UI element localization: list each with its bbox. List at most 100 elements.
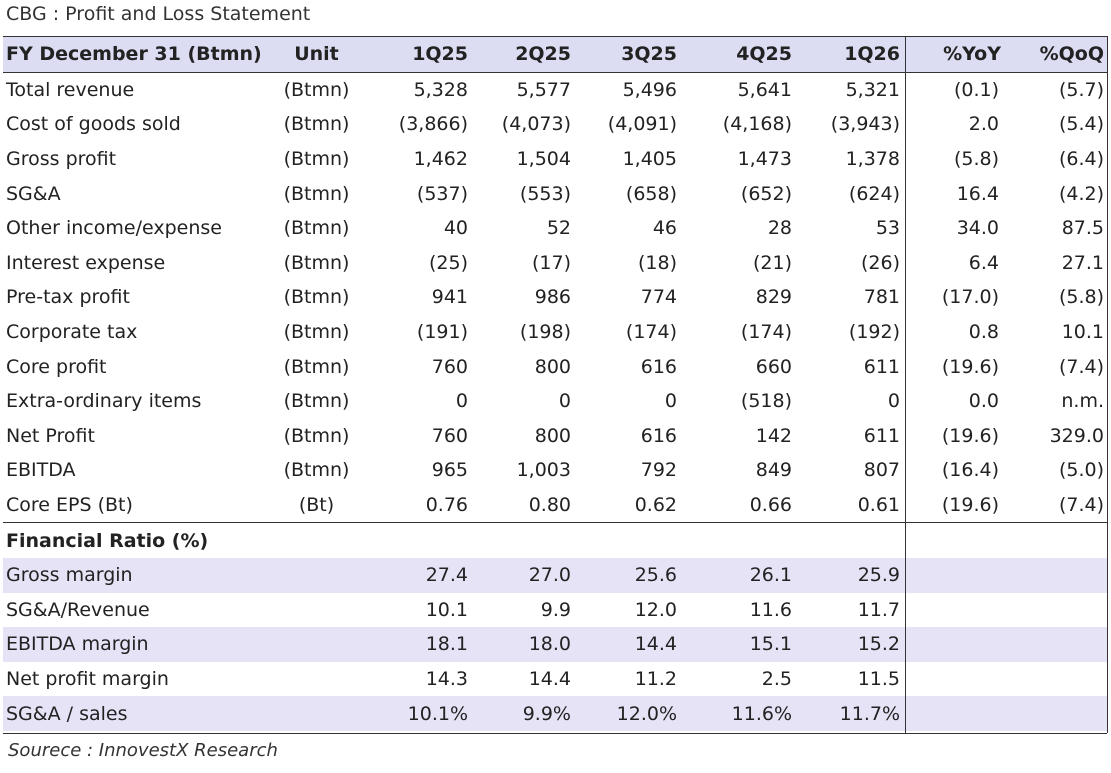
value-cell: 800 xyxy=(534,355,571,378)
row-label: Corporate tax xyxy=(6,321,138,344)
value-cell: 5,496 xyxy=(622,78,677,101)
value-cell: 16.4 xyxy=(956,182,999,205)
header-cell: %YoY xyxy=(943,43,1001,66)
value-cell: 774 xyxy=(640,286,677,309)
value-cell: (174) xyxy=(625,321,677,344)
table-row: EBITDA (Btmn) 965 1,003 792 849 807 (16.4) (5.0) xyxy=(3,453,1107,488)
value-cell: (0.1) xyxy=(953,78,999,101)
ratio-value: 11.7 xyxy=(857,598,900,621)
value-cell: (7.4) xyxy=(1058,355,1104,378)
value-cell: 0 xyxy=(558,390,571,413)
value-cell: 2.0 xyxy=(968,113,999,136)
header-cell: 4Q25 xyxy=(736,43,792,66)
header-cell: 3Q25 xyxy=(621,43,677,66)
ratio-value: 12.0 xyxy=(634,598,677,621)
pl-table: FY December 31 (Btmn) Unit 1Q25 2Q25 3Q2… xyxy=(3,36,1107,731)
value-cell: 28 xyxy=(767,217,792,240)
value-cell: 0 xyxy=(455,390,468,413)
value-cell: 1,462 xyxy=(413,148,468,171)
table-row: Net Profit (Btmn) 760 800 616 142 611 (19.6) 329… xyxy=(3,419,1107,454)
value-cell: (191) xyxy=(416,321,468,344)
row-label: SG&A xyxy=(6,182,61,205)
ratio-value: 27.0 xyxy=(528,564,571,587)
value-cell: 6.4 xyxy=(968,251,999,274)
value-cell: 52 xyxy=(546,217,571,240)
table-row: Corporate tax (Btmn) (191) (198) (174) (174) (… xyxy=(3,315,1107,350)
value-cell: (198) xyxy=(519,321,571,344)
value-cell: 0.76 xyxy=(425,494,468,517)
unit-cell: (Btmn) xyxy=(283,182,350,205)
source-note: Sourece : InnovestX Research xyxy=(8,740,278,761)
header-cell: 1Q26 xyxy=(844,43,900,66)
ratio-row: Gross margin 27.4 27.0 25.6 26.1 25.9 xyxy=(3,557,1107,593)
value-cell: (19.6) xyxy=(941,424,999,447)
value-cell: (4,073) xyxy=(501,113,571,136)
value-cell: 46 xyxy=(652,217,677,240)
ratio-value: 2.5 xyxy=(761,667,792,690)
value-cell: (17.0) xyxy=(941,286,999,309)
row-label: Net Profit xyxy=(6,424,95,447)
table-row: SG&A (Btmn) (537) (553) (658) (652) (624) 16.4 (… xyxy=(3,176,1107,211)
value-cell: 941 xyxy=(431,286,468,309)
row-label: Gross profit xyxy=(6,148,117,171)
value-cell: 0 xyxy=(664,390,677,413)
value-cell: 760 xyxy=(431,355,468,378)
row-label: Pre-tax profit xyxy=(6,286,130,309)
ratio-row: Net profit margin 14.3 14.4 11.2 2.5 11.5 xyxy=(3,662,1107,697)
value-cell: (5.4) xyxy=(1058,113,1104,136)
unit-cell: (Btmn) xyxy=(283,321,350,344)
ratio-row: SG&A / sales 10.1% 9.9% 12.0% 11.6% 11.7% xyxy=(3,696,1107,731)
value-cell: 829 xyxy=(755,286,792,309)
value-cell: 87.5 xyxy=(1061,217,1104,240)
value-cell: 849 xyxy=(755,459,792,482)
ratio-value: 14.3 xyxy=(425,667,468,690)
value-cell: 5,641 xyxy=(737,78,792,101)
value-cell: (3,943) xyxy=(830,113,900,136)
value-cell: 142 xyxy=(755,424,792,447)
table-row: Extra-ordinary items (Btmn) 0 0 0 (518) 0 0.0 n.… xyxy=(3,384,1107,419)
row-label: Total revenue xyxy=(6,78,135,101)
ratio-label: Net profit margin xyxy=(6,667,169,690)
table-row: Core EPS (Bt) (Bt) 0.76 0.80 0.62 0.66 0.61 (19… xyxy=(3,488,1107,523)
header-cell: FY December 31 (Btmn) xyxy=(6,43,262,66)
value-cell: 34.0 xyxy=(956,217,999,240)
ratio-value: 27.4 xyxy=(425,564,468,587)
table-row: Pre-tax profit (Btmn) 941 986 774 829 781 (17.0… xyxy=(3,280,1107,315)
unit-cell: (Btmn) xyxy=(283,424,350,447)
value-cell: (19.6) xyxy=(941,494,999,517)
ratio-label: Gross margin xyxy=(6,564,133,587)
unit-cell: (Btmn) xyxy=(283,113,350,136)
ratio-row: SG&A/Revenue 10.1 9.9 12.0 11.6 11.7 xyxy=(3,593,1107,628)
value-cell: (19.6) xyxy=(941,355,999,378)
value-cell: (5.0) xyxy=(1058,459,1104,482)
row-label: Cost of goods sold xyxy=(6,113,181,136)
value-cell: (192) xyxy=(848,321,900,344)
table-row: Cost of goods sold (Btmn) (3,866) (4,073) (4… xyxy=(3,107,1107,142)
ratio-value: 10.1% xyxy=(407,702,468,725)
value-cell: 0.66 xyxy=(749,494,792,517)
value-cell: (21) xyxy=(752,251,792,274)
unit-cell: (Bt) xyxy=(298,494,335,517)
value-cell: 965 xyxy=(431,459,468,482)
ratio-section-label: Financial Ratio (%) xyxy=(6,529,209,552)
value-cell: (7.4) xyxy=(1058,494,1104,517)
ratio-value: 25.9 xyxy=(857,564,900,587)
value-cell: 53 xyxy=(875,217,900,240)
value-cell: (25) xyxy=(428,251,468,274)
value-cell: 616 xyxy=(640,355,677,378)
unit-cell: (Btmn) xyxy=(283,286,350,309)
table-header-row: FY December 31 (Btmn) Unit 1Q25 2Q25 3Q2… xyxy=(3,36,1107,73)
value-cell: (553) xyxy=(519,182,571,205)
value-cell: (537) xyxy=(416,182,468,205)
value-cell: 1,473 xyxy=(737,148,792,171)
value-cell: n.m. xyxy=(1061,390,1104,413)
unit-cell: (Btmn) xyxy=(283,78,350,101)
header-cell: Unit xyxy=(294,43,339,66)
header-cell: 1Q25 xyxy=(412,43,468,66)
value-cell: 5,328 xyxy=(413,78,468,101)
table-bottom-border xyxy=(3,733,1107,734)
table-row: Gross profit (Btmn) 1,462 1,504 1,405 1,473 1,… xyxy=(3,142,1107,177)
table-row: Total revenue (Btmn) 5,328 5,577 5,496 5,641 5… xyxy=(3,73,1107,108)
ratio-label: EBITDA margin xyxy=(6,633,149,656)
ratio-value: 11.2 xyxy=(634,667,677,690)
